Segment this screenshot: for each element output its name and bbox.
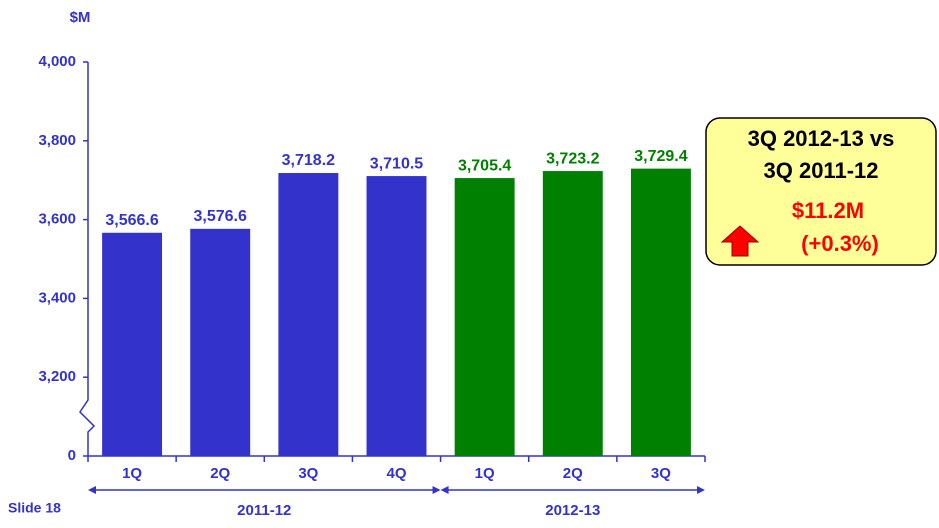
- arrow-head: [697, 486, 705, 494]
- y-tick-label: 3,600: [38, 211, 76, 228]
- bar: [102, 232, 163, 456]
- callout-text: 3Q 2012-13 vs: [748, 126, 895, 151]
- callout-box: [705, 117, 937, 266]
- y-tick-label: 3,800: [38, 132, 76, 149]
- arrow-head: [88, 486, 96, 494]
- group-label: 2012-13: [545, 502, 600, 519]
- y-tick-label: 3,200: [38, 368, 76, 385]
- y-axis: [79, 62, 96, 456]
- bar: [278, 173, 339, 456]
- x-tick-label: 4Q: [386, 465, 406, 482]
- y-tick-label: 0: [68, 447, 76, 464]
- value-label: 3,576.6: [194, 208, 247, 225]
- group-label: 2011-12: [237, 502, 291, 519]
- x-tick-label: 1Q: [122, 465, 142, 482]
- x-tick-label: 3Q: [651, 465, 671, 482]
- value-label: 3,729.4: [634, 148, 687, 165]
- x-tick-label: 2Q: [563, 465, 583, 482]
- x-tick-label: 3Q: [298, 465, 318, 482]
- x-tick-label: 1Q: [475, 465, 495, 482]
- value-label: 3,718.2: [282, 152, 335, 169]
- bar: [630, 168, 691, 456]
- value-label: 3,705.4: [458, 157, 511, 174]
- y-axis-label: $M: [70, 9, 91, 26]
- callout-text: 3Q 2011-12: [764, 158, 879, 183]
- bar: [366, 176, 427, 457]
- value-label: 3,566.6: [105, 212, 158, 229]
- y-tick-label: 4,000: [38, 53, 76, 70]
- arrow-head: [432, 486, 441, 494]
- value-label: 3,723.2: [546, 150, 599, 167]
- bar: [454, 178, 515, 457]
- x-tick-label: 2Q: [210, 465, 230, 482]
- bar: [542, 171, 603, 456]
- bar: [190, 228, 251, 456]
- footer: Slide 18: [8, 500, 61, 516]
- callout-text: (+0.3%): [801, 231, 879, 256]
- y-tick-label: 3,400: [38, 289, 76, 306]
- callout-text: $11.2M: [792, 198, 864, 223]
- value-label: 3,710.5: [370, 155, 423, 172]
- arrow-head: [440, 486, 449, 494]
- up-arrow: [720, 225, 760, 257]
